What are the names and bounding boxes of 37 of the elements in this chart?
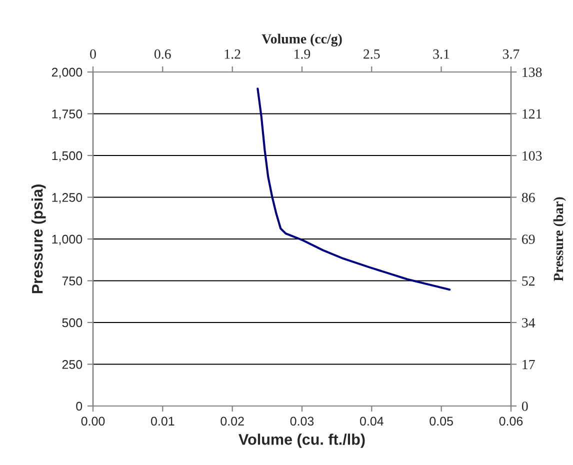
x2-tick-label: 0 [90,49,96,59]
y-axis-title: Pressure (psia) [32,184,46,294]
y2-tick-label: 34 [522,318,536,328]
y2-tick-label: 121 [522,109,542,118]
y-tick-label: 0 [76,402,82,411]
line-series [256,88,451,291]
y-tick-label: 2,000 [52,68,82,78]
y2-tick-label: 103 [522,151,542,161]
x2-tick-label: 0.6 [154,49,171,59]
y-tick-label: 750 [62,276,82,286]
y2-tick-label: 69 [522,234,535,244]
x2-tick-label: 1.9 [294,49,310,59]
y2-tick-label: 17 [522,360,535,370]
y2-tick-label: 138 [522,68,542,77]
y-tick-label: 1,000 [52,234,82,246]
x-axis-title: Volume (cu. ft./lb) [238,434,365,448]
y-tick-label: 250 [62,360,82,369]
y2-tick-label: 52 [522,276,535,286]
y-tick-label: 1,250 [52,193,82,204]
x2-tick-label: 2.5 [364,49,380,59]
x-tick-label: 0.02 [220,416,244,426]
y2-axis-title: Pressure (bar) [553,197,566,282]
y2-tick-label: 0 [522,402,528,411]
x-tick-label: 0.01 [150,416,174,426]
x2-tick-label: 3.7 [502,49,520,59]
x-tick-label: 0.05 [430,416,453,426]
y-tick-label: 500 [62,318,82,328]
x2-axis-title: Volume (cc/g) [262,34,342,46]
x2-tick-label: 1.2 [224,49,240,59]
x-tick-label: 0.03 [290,416,314,426]
y-tick-label: 1,500 [52,151,82,162]
x-tick-label: 0.06 [499,416,523,426]
x-tick-label: 0.04 [360,416,384,426]
y-tick-label: 1,750 [52,110,82,120]
x-tick-label: 0.00 [81,416,105,426]
x2-tick-label: 3.1 [433,49,450,59]
y2-tick-label: 86 [522,192,535,202]
